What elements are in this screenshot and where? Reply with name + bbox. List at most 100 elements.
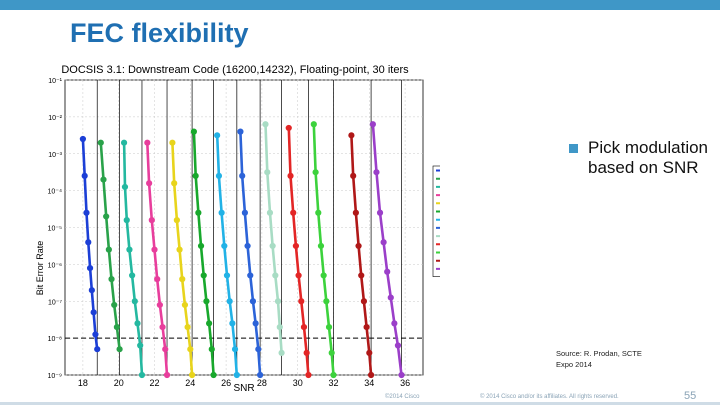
data-point (269, 242, 276, 250)
data-point (244, 242, 251, 250)
x-tick-label: 28 (257, 378, 267, 388)
data-point (192, 172, 199, 179)
data-point (103, 213, 110, 220)
data-point (241, 209, 248, 216)
data-point (184, 323, 191, 331)
data-point (298, 298, 305, 305)
data-point (272, 272, 279, 279)
data-point (276, 323, 283, 331)
data-point (303, 349, 310, 356)
x-tick-label: 22 (149, 378, 159, 388)
data-point (363, 323, 370, 331)
data-point (287, 172, 294, 179)
data-point (394, 342, 402, 349)
y-tick-label: 10⁻⁵ (48, 226, 62, 233)
data-point (391, 320, 398, 327)
data-point (285, 124, 292, 132)
data-point (116, 346, 123, 353)
y-tick-label: 10⁻³ (48, 152, 62, 159)
data-point (237, 128, 244, 135)
data-point (171, 180, 178, 187)
footer-line (0, 402, 720, 405)
data-point (398, 371, 405, 379)
data-point (129, 272, 136, 279)
footer-left-text: ©2014 Cisco (385, 394, 420, 400)
data-point (223, 272, 231, 279)
legend-box (432, 165, 440, 277)
data-point (83, 209, 90, 216)
data-point (159, 323, 166, 331)
data-point (90, 309, 97, 316)
data-point (208, 346, 215, 353)
data-point (156, 301, 163, 309)
data-point (121, 183, 129, 191)
y-tick-label: 10⁻⁸ (48, 336, 62, 343)
data-point (154, 276, 161, 283)
footer-copyright: © 2014 Cisco and/or its affiliates. All … (480, 394, 619, 400)
data-point (317, 242, 325, 250)
page-number: 55 (684, 390, 697, 402)
data-point (94, 346, 101, 353)
data-point (325, 323, 333, 331)
data-point (105, 246, 112, 253)
data-point (169, 139, 176, 146)
y-tick-label: 10⁻² (48, 115, 62, 122)
y-tick-label: 10⁻⁹ (48, 373, 62, 380)
data-point (373, 169, 380, 176)
data-point (187, 346, 194, 353)
data-point (85, 239, 92, 246)
data-point (384, 268, 391, 275)
data-point (310, 121, 317, 128)
data-point (197, 242, 205, 250)
data-point (162, 346, 169, 353)
data-point (360, 298, 368, 305)
data-point (376, 209, 384, 216)
data-point (181, 301, 189, 309)
data-point (205, 320, 213, 327)
data-point (151, 246, 158, 253)
data-point (247, 272, 254, 279)
data-point (195, 209, 202, 216)
data-point (146, 180, 153, 187)
data-point (226, 298, 233, 305)
data-point (264, 169, 271, 176)
data-point (252, 320, 259, 327)
data-point (88, 287, 95, 294)
data-point (367, 371, 375, 379)
bullet-square-icon (569, 144, 578, 153)
data-point (190, 128, 197, 135)
bullet-text: Pick modulation based on SNR (588, 138, 709, 177)
data-point (131, 298, 138, 305)
x-tick-label: 26 (221, 378, 231, 388)
data-point (290, 209, 297, 216)
data-point (278, 349, 285, 356)
data-point (79, 135, 87, 143)
top-accent-bar (0, 0, 720, 10)
data-point (274, 298, 282, 305)
data-point (144, 139, 151, 146)
series-line (264, 124, 283, 353)
data-point (305, 371, 312, 379)
data-point (358, 272, 365, 279)
x-tick-label: 30 (293, 378, 303, 388)
data-point (86, 264, 94, 272)
data-point (137, 342, 144, 349)
data-point (148, 217, 155, 224)
data-point (292, 242, 300, 250)
data-point (255, 346, 262, 353)
data-point (229, 320, 236, 327)
x-tick-label: 20 (114, 378, 124, 388)
data-point (138, 371, 146, 379)
data-point (315, 209, 322, 216)
data-point (120, 139, 128, 146)
data-point (262, 121, 269, 128)
y-tick-label: 10⁻⁷ (48, 299, 62, 306)
y-tick-label: 10⁻⁴ (48, 189, 63, 196)
y-axis-label: Bit Error Rate (35, 241, 45, 296)
data-point (92, 331, 99, 338)
x-tick-label: 24 (185, 378, 195, 388)
data-point (134, 320, 141, 327)
x-tick-label: 36 (400, 378, 410, 388)
data-point (113, 323, 121, 331)
series-line (99, 142, 121, 350)
